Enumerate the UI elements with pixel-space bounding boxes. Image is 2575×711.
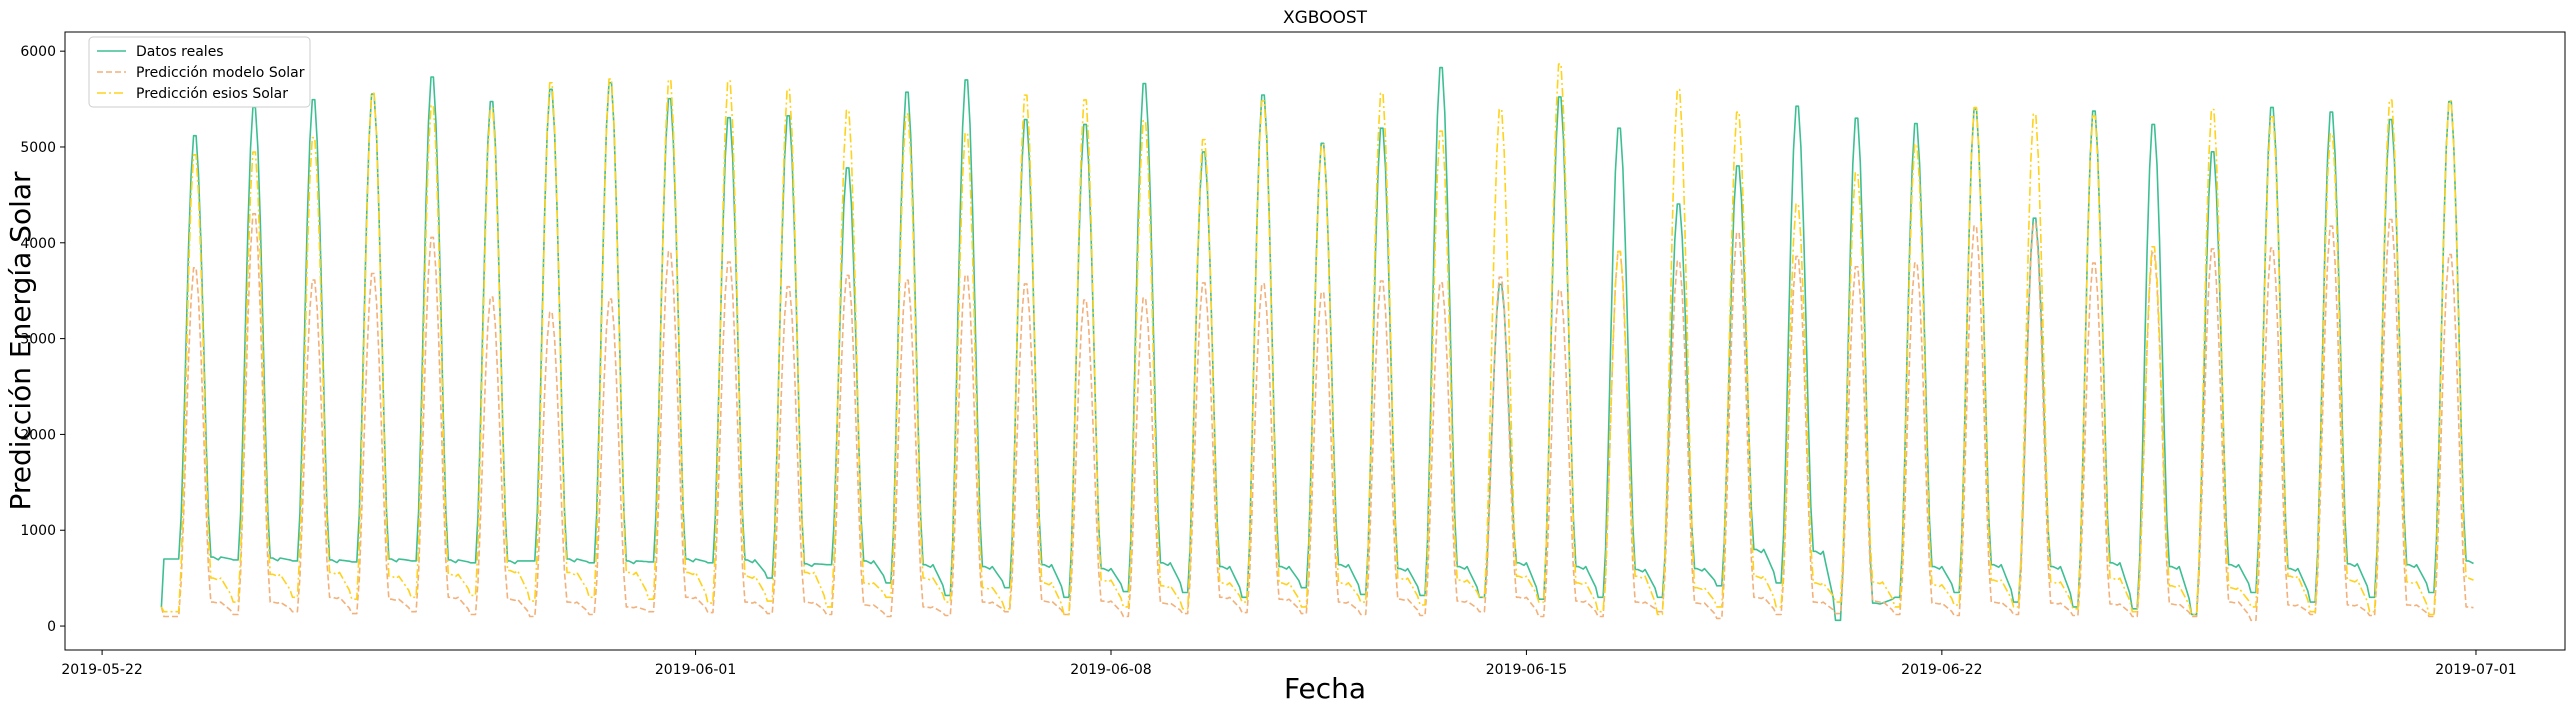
x-tick-label: 2019-06-01 — [655, 662, 736, 678]
series-line-1 — [160, 213, 2474, 622]
plot-series — [160, 63, 2474, 622]
y-tick-label: 2000 — [20, 427, 56, 443]
legend-label-datos-reales: Datos reales — [136, 44, 224, 60]
legend-label-prediccion-modelo: Predicción modelo Solar — [136, 65, 305, 81]
y-tick-label: 5000 — [20, 140, 56, 156]
x-axis-label: Fecha — [1284, 672, 1366, 705]
legend: Datos reales Predicción modelo Solar Pre… — [88, 36, 311, 108]
x-axis: 2019-05-22 2019-06-01 2019-06-08 2019-06-15… — [61, 650, 2517, 678]
y-axis-label: Predicción Energía Solar — [4, 171, 37, 511]
y-axis: 0 1000 2000 3000 4000 5000 6000 — [20, 44, 65, 635]
y-tick-label: 4000 — [20, 236, 56, 252]
chart-title: XGBOOST — [1283, 8, 1368, 28]
y-tick-label: 1000 — [20, 523, 56, 539]
x-tick-label: 2019-06-08 — [1070, 662, 1151, 678]
x-tick-label: 2019-05-22 — [61, 662, 142, 678]
legend-box — [88, 36, 311, 108]
legend-label-prediccion-esios: Predicción esios Solar — [136, 86, 288, 102]
series-line-2 — [160, 63, 2474, 616]
x-tick-label: 2019-07-01 — [2435, 662, 2516, 678]
y-tick-label: 6000 — [20, 44, 56, 60]
x-tick-label: 2019-06-22 — [1901, 662, 1982, 678]
plot-frame — [64, 31, 2566, 651]
x-tick-label: 2019-06-15 — [1486, 662, 1567, 678]
y-tick-label: 0 — [47, 619, 56, 635]
y-tick-label: 3000 — [20, 332, 56, 348]
